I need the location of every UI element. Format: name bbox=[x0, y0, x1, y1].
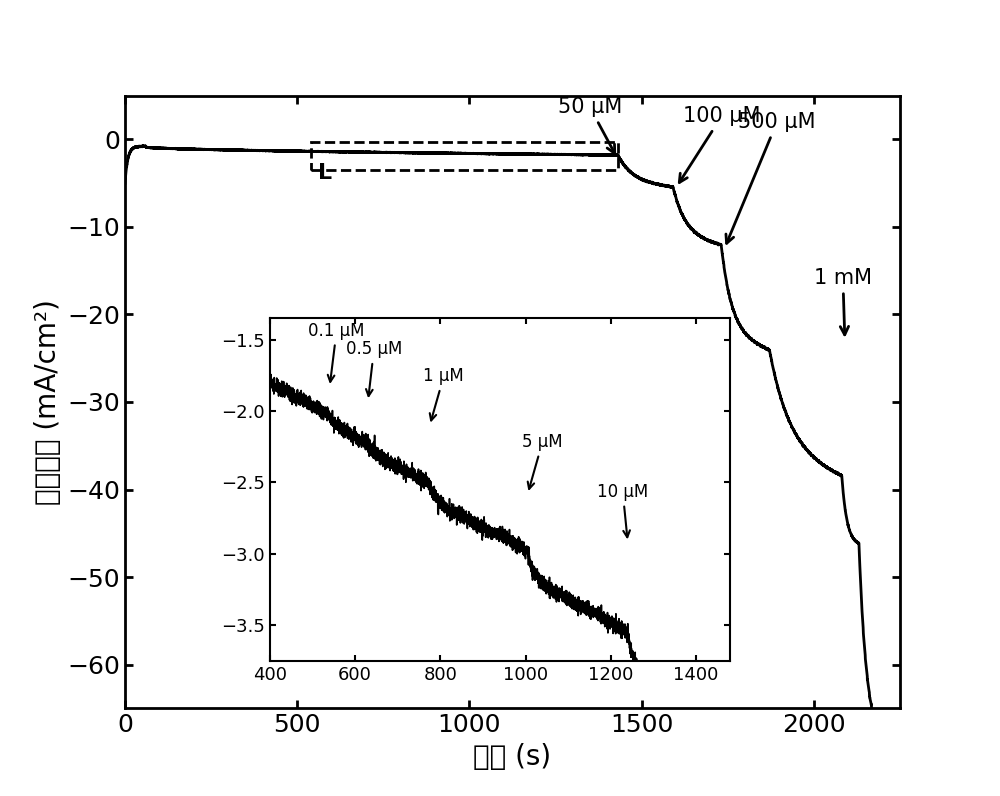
Text: 0.1 μM: 0.1 μM bbox=[308, 322, 365, 382]
X-axis label: 时间 (s): 时间 (s) bbox=[473, 743, 552, 771]
Bar bbox=[311, 142, 618, 170]
Text: 5 μM: 5 μM bbox=[522, 433, 563, 489]
Text: L: L bbox=[318, 162, 332, 183]
Text: 50 μM: 50 μM bbox=[558, 97, 622, 154]
Text: 0.5 μM: 0.5 μM bbox=[346, 341, 402, 396]
Text: 10 μM: 10 μM bbox=[597, 483, 648, 537]
Text: 100 μM: 100 μM bbox=[679, 106, 761, 182]
Text: 500 μM: 500 μM bbox=[726, 112, 816, 244]
Text: 1 μM: 1 μM bbox=[423, 368, 464, 420]
Y-axis label: 电流密度 (mA/cm²): 电流密度 (mA/cm²) bbox=[34, 299, 62, 505]
Text: 1 mM: 1 mM bbox=[814, 268, 872, 335]
